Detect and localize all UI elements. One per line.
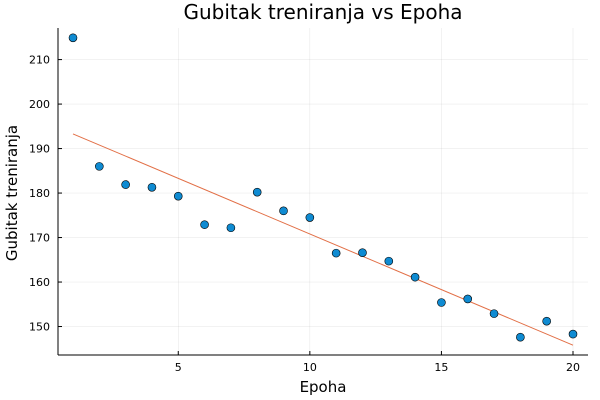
y-tick-label: 190	[29, 143, 50, 156]
data-point	[331, 248, 341, 258]
y-tick-label: 150	[29, 321, 50, 334]
data-point	[305, 213, 315, 222]
x-tick-label: 5	[175, 361, 182, 374]
chart-title: Gubitak treniranja vs Epoha	[183, 0, 462, 24]
data-point	[542, 316, 551, 326]
data-point	[200, 220, 209, 229]
data-point	[463, 294, 473, 304]
data-point	[68, 33, 78, 43]
y-tick-label: 160	[29, 276, 50, 289]
series	[68, 33, 578, 346]
data-point	[173, 191, 183, 201]
data-point	[410, 272, 420, 282]
y-tick-label: 200	[29, 98, 50, 111]
data-point	[568, 329, 578, 339]
trend-line	[72, 133, 574, 346]
data-point	[226, 223, 236, 233]
data-point	[147, 182, 157, 192]
data-point	[279, 206, 288, 216]
data-point	[437, 298, 446, 307]
data-point	[95, 162, 104, 171]
data-point	[516, 332, 525, 342]
data-point	[489, 309, 499, 318]
data-point	[121, 180, 130, 189]
x-tick-label: 20	[566, 361, 580, 374]
grid	[58, 28, 588, 355]
x-tick-label: 10	[303, 361, 317, 374]
data-point	[358, 248, 367, 257]
x-axis-title: Epoha	[300, 378, 347, 396]
y-tick-label: 210	[29, 54, 50, 67]
ticks: 5 10 15 20 150 160 170 180 190 200 210	[29, 54, 580, 374]
data-point	[252, 187, 262, 197]
data-point	[384, 256, 394, 266]
x-tick-label: 15	[434, 361, 448, 374]
y-tick-label: 180	[29, 187, 50, 200]
y-tick-label: 170	[29, 232, 50, 245]
y-axis-title: Gubitak treniranja	[3, 125, 21, 261]
